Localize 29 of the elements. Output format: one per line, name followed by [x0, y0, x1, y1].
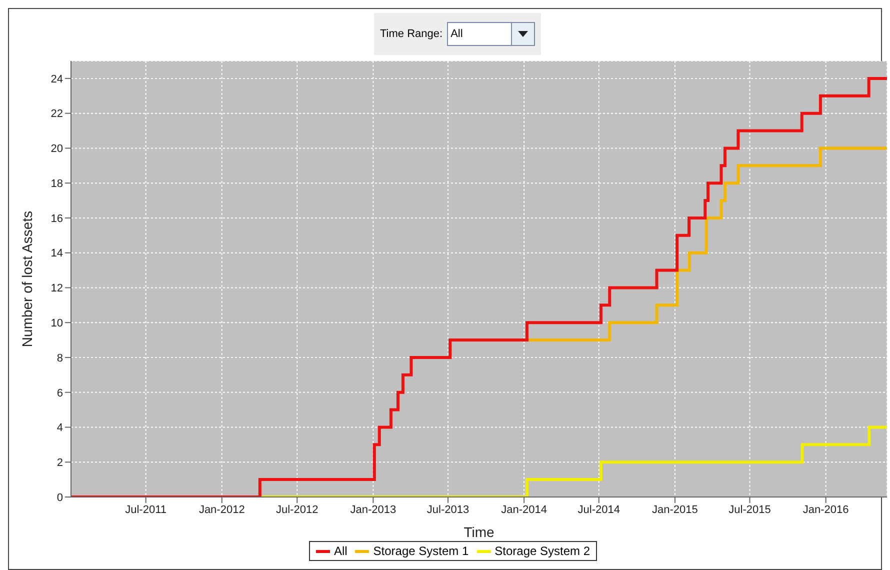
- x-tick-label: Jul-2013: [426, 504, 470, 516]
- x-tick-label: Jul-2015: [728, 504, 771, 516]
- x-tick-label: Jul-2014: [578, 504, 620, 516]
- y-tick-label: 20: [50, 143, 63, 156]
- y-tick-label: 6: [56, 387, 63, 400]
- x-axis-title: Time: [464, 524, 495, 540]
- y-tick-label: 22: [50, 108, 63, 120]
- time-range-field: Time Range: All: [374, 13, 541, 55]
- x-tick-label: Jan-2015: [652, 504, 698, 516]
- x-tick-label: Jul-2012: [276, 504, 318, 516]
- legend-label: Storage System 1: [372, 544, 469, 558]
- x-tick-label: Jan-2014: [501, 504, 547, 516]
- x-tick-label: Jan-2013: [350, 504, 396, 516]
- y-tick-label: 16: [50, 212, 63, 225]
- y-tick-label: 4: [56, 422, 63, 434]
- x-tick-label: Jan-2012: [198, 504, 245, 516]
- y-tick-label: 12: [50, 282, 63, 295]
- x-tick-label: Jul-2011: [125, 504, 167, 516]
- y-tick-label: 8: [56, 352, 63, 364]
- y-tick-label: 14: [50, 248, 63, 260]
- y-tick-label: 2: [56, 457, 63, 470]
- y-axis-title: Number of lost Assets: [18, 210, 35, 348]
- legend-label: All: [332, 544, 348, 558]
- y-tick-label: 0: [56, 492, 63, 504]
- y-tick-label: 18: [50, 178, 63, 190]
- y-tick-label: 24: [50, 73, 63, 86]
- y-tick-label: 10: [50, 318, 63, 330]
- x-tick-label: Jan-2016: [802, 504, 849, 516]
- legend-label: Storage System 2: [494, 544, 590, 558]
